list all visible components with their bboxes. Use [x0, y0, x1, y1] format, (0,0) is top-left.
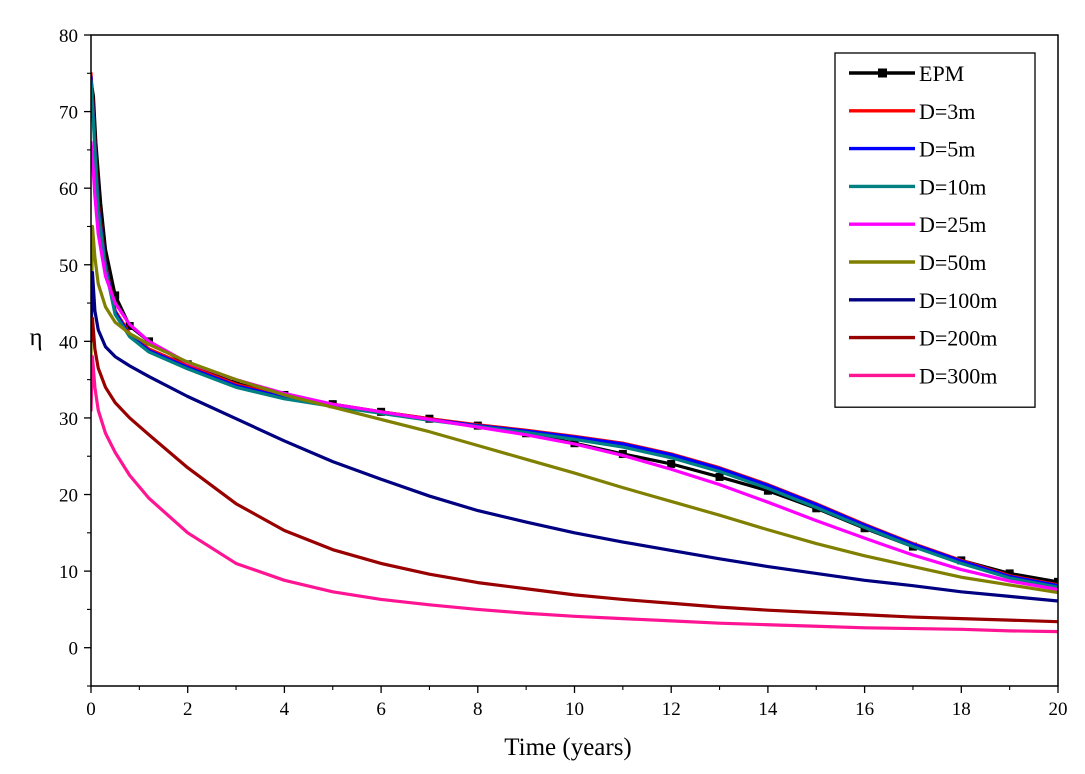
series-line: [91, 140, 1058, 592]
y-tick-label: 70: [59, 103, 78, 124]
data-point: [111, 291, 120, 300]
data-point: [1054, 577, 1058, 586]
legend-label: D=10m: [919, 174, 986, 199]
x-tick-label: 12: [662, 699, 681, 720]
data-point: [763, 486, 772, 495]
y-tick-label: 60: [59, 179, 78, 200]
x-tick-label: 8: [473, 699, 483, 720]
data-point: [715, 472, 724, 481]
legend-item: D=50m: [849, 250, 986, 275]
y-axis-title: η: [29, 324, 42, 351]
legend-item: D=5m: [849, 137, 975, 162]
series-line: [91, 355, 1058, 634]
legend-item: D=25m: [849, 212, 986, 237]
legend-item: D=100m: [849, 288, 997, 313]
series-d-300m: [91, 355, 1058, 634]
data-point: [1005, 569, 1014, 578]
series-d-200m: [91, 316, 1058, 624]
legend-label: D=25m: [919, 212, 986, 237]
x-tick-label: 10: [565, 699, 584, 720]
x-tick-label: 0: [86, 699, 96, 720]
legend-label: D=200m: [919, 326, 997, 351]
x-tick-label: 14: [758, 699, 778, 720]
legend-item: D=200m: [849, 326, 997, 351]
legend-item: D=10m: [849, 174, 986, 199]
legend-label: D=50m: [919, 250, 986, 275]
legend-marker: [878, 68, 887, 78]
legend-item: D=3m: [849, 99, 975, 124]
series-line: [91, 316, 1058, 624]
axes-layer: 0 2 4 6 8 10 12 14 16 18 20 0 10 20 30 40 50 60 70 80: [59, 26, 1068, 720]
x-tick-label: 4: [280, 699, 290, 720]
legend: EPM D=3m D=5m D=10m D=25m D=50m D=100m D=200m D=…: [834, 52, 1036, 408]
legend-label: D=3m: [919, 99, 975, 124]
x-tick-label: 6: [376, 699, 386, 720]
legend-label: D=5m: [919, 137, 975, 162]
legend-label: D=100m: [919, 288, 997, 313]
y-tick-label: 20: [59, 486, 78, 507]
x-tick-label: 16: [855, 699, 874, 720]
y-tick-label: 40: [59, 332, 78, 353]
legend-item: D=300m: [849, 363, 997, 388]
series-line: [91, 270, 1058, 603]
x-tick-label: 20: [1049, 699, 1068, 720]
series-d-25m: [91, 140, 1058, 592]
x-tick-label: 2: [183, 699, 193, 720]
y-tick-label: 30: [59, 409, 78, 430]
legend-label: EPM: [919, 61, 964, 86]
x-tick-label: 18: [952, 699, 971, 720]
series-layer: [91, 71, 1058, 634]
series-line: [91, 224, 1058, 595]
series-d-100m: [91, 270, 1058, 603]
y-tick-label: 80: [59, 26, 78, 47]
legend-label: D=300m: [919, 363, 997, 388]
legend-item: EPM: [849, 61, 964, 86]
y-tick-label: 10: [59, 562, 78, 583]
y-tick-label: 50: [59, 256, 78, 277]
x-axis-title: Time (years): [504, 734, 632, 761]
series-d-50m: [91, 224, 1058, 595]
data-point: [667, 459, 676, 468]
y-tick-label: 0: [69, 639, 79, 660]
